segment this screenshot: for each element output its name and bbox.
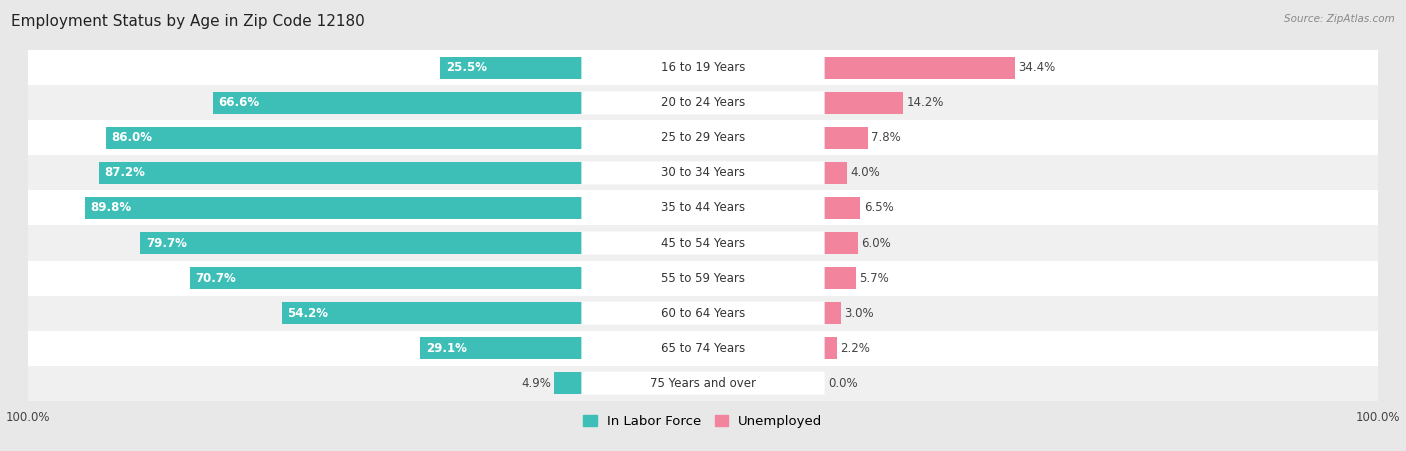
Text: 20 to 24 Years: 20 to 24 Years (661, 97, 745, 110)
Text: 45 to 54 Years: 45 to 54 Years (661, 236, 745, 249)
Text: 34.4%: 34.4% (1018, 61, 1056, 74)
Bar (141, 232, 582, 254)
FancyBboxPatch shape (582, 336, 824, 359)
Bar (824, 302, 841, 324)
Text: 87.2%: 87.2% (104, 166, 145, 179)
Text: 16 to 19 Years: 16 to 19 Years (661, 61, 745, 74)
Bar (281, 302, 582, 324)
Bar (554, 372, 582, 394)
Text: 30 to 34 Years: 30 to 34 Years (661, 166, 745, 179)
FancyBboxPatch shape (14, 366, 1392, 400)
Text: Employment Status by Age in Zip Code 12180: Employment Status by Age in Zip Code 121… (11, 14, 366, 28)
FancyBboxPatch shape (14, 226, 1392, 261)
Text: Source: ZipAtlas.com: Source: ZipAtlas.com (1284, 14, 1395, 23)
Text: 66.6%: 66.6% (218, 97, 260, 110)
Bar (98, 162, 582, 184)
Text: 25 to 29 Years: 25 to 29 Years (661, 131, 745, 144)
Bar (824, 92, 903, 114)
FancyBboxPatch shape (14, 331, 1392, 366)
FancyBboxPatch shape (582, 372, 824, 395)
Text: 35 to 44 Years: 35 to 44 Years (661, 202, 745, 215)
Text: 60 to 64 Years: 60 to 64 Years (661, 307, 745, 320)
Bar (440, 57, 582, 79)
Text: 70.7%: 70.7% (195, 272, 236, 285)
FancyBboxPatch shape (14, 156, 1392, 190)
Text: 0.0%: 0.0% (828, 377, 858, 390)
FancyBboxPatch shape (582, 161, 824, 184)
Text: 14.2%: 14.2% (907, 97, 943, 110)
Text: 29.1%: 29.1% (426, 341, 467, 354)
Bar (824, 127, 868, 149)
Text: 6.5%: 6.5% (863, 202, 894, 215)
Text: 4.0%: 4.0% (851, 166, 880, 179)
Text: 65 to 74 Years: 65 to 74 Years (661, 341, 745, 354)
Bar (824, 267, 856, 289)
Bar (824, 337, 837, 359)
FancyBboxPatch shape (14, 261, 1392, 295)
Text: 75 Years and over: 75 Years and over (650, 377, 756, 390)
Legend: In Labor Force, Unemployed: In Labor Force, Unemployed (583, 415, 823, 428)
FancyBboxPatch shape (14, 295, 1392, 331)
FancyBboxPatch shape (582, 302, 824, 325)
Bar (212, 92, 582, 114)
Bar (105, 127, 582, 149)
FancyBboxPatch shape (582, 92, 824, 115)
FancyBboxPatch shape (14, 190, 1392, 226)
FancyBboxPatch shape (582, 126, 824, 149)
FancyBboxPatch shape (14, 51, 1392, 85)
Text: 86.0%: 86.0% (111, 131, 152, 144)
Text: 89.8%: 89.8% (90, 202, 131, 215)
Bar (824, 232, 858, 254)
Bar (824, 197, 860, 219)
Text: 25.5%: 25.5% (446, 61, 486, 74)
Bar (190, 267, 582, 289)
Text: 6.0%: 6.0% (860, 236, 891, 249)
FancyBboxPatch shape (582, 231, 824, 254)
Text: 55 to 59 Years: 55 to 59 Years (661, 272, 745, 285)
Text: 79.7%: 79.7% (146, 236, 187, 249)
FancyBboxPatch shape (582, 56, 824, 79)
Text: 3.0%: 3.0% (845, 307, 875, 320)
FancyBboxPatch shape (582, 267, 824, 290)
Text: 4.9%: 4.9% (522, 377, 551, 390)
Bar (824, 57, 1015, 79)
Text: 2.2%: 2.2% (839, 341, 870, 354)
FancyBboxPatch shape (14, 85, 1392, 120)
Text: 7.8%: 7.8% (872, 131, 901, 144)
FancyBboxPatch shape (582, 197, 824, 220)
Text: 54.2%: 54.2% (287, 307, 328, 320)
Bar (824, 162, 846, 184)
Text: 5.7%: 5.7% (859, 272, 889, 285)
Bar (420, 337, 582, 359)
FancyBboxPatch shape (14, 120, 1392, 156)
Bar (84, 197, 582, 219)
